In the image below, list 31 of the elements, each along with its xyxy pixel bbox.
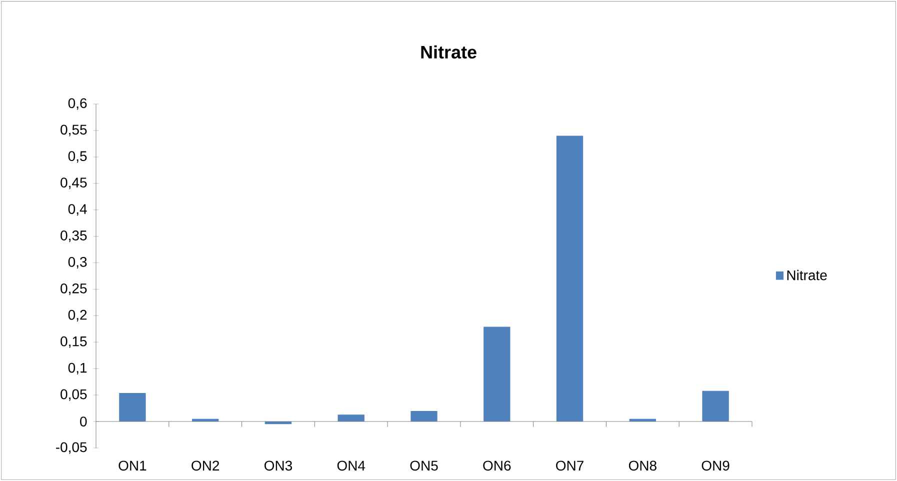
y-tick-label: 0,25 <box>60 283 87 296</box>
x-tick-label: ON2 <box>192 460 220 471</box>
y-tick-label: 0,05 <box>60 389 87 401</box>
y-tick-label: 0,4 <box>68 204 87 216</box>
x-tick-label: ON9 <box>702 460 730 471</box>
y-tick-label: 0,6 <box>68 98 87 110</box>
y-tick-label: 0,15 <box>60 336 87 348</box>
x-tick-label: ON5 <box>410 460 438 471</box>
x-tick-label: ON7 <box>556 460 584 471</box>
y-tick-label: 0,3 <box>68 256 87 269</box>
bar <box>338 414 364 422</box>
y-tick-label: 0 <box>80 416 87 426</box>
y-tick-label: -0,05 <box>56 442 87 454</box>
y-tick-label: 0,2 <box>68 310 87 322</box>
bar <box>556 136 584 422</box>
x-tick-label: ON8 <box>628 460 656 471</box>
bar <box>484 326 510 422</box>
y-tick-label: 0,5 <box>68 151 87 163</box>
x-tick-label: ON3 <box>264 460 292 471</box>
bar <box>410 410 438 422</box>
y-tick-label: 0,35 <box>60 230 87 242</box>
chart-title: Nitrate <box>421 45 476 59</box>
x-tick-label: ON4 <box>337 460 366 471</box>
x-tick-label: ON6 <box>483 460 511 471</box>
y-tick-label: 0,55 <box>60 124 87 136</box>
y-tick-label: 0,1 <box>68 362 87 374</box>
y-tick-label: 0,45 <box>60 178 87 190</box>
x-tick-label: ON1 <box>118 460 146 471</box>
legend-label: Nitrate <box>787 270 827 280</box>
bar <box>702 390 729 422</box>
bar <box>119 392 146 422</box>
